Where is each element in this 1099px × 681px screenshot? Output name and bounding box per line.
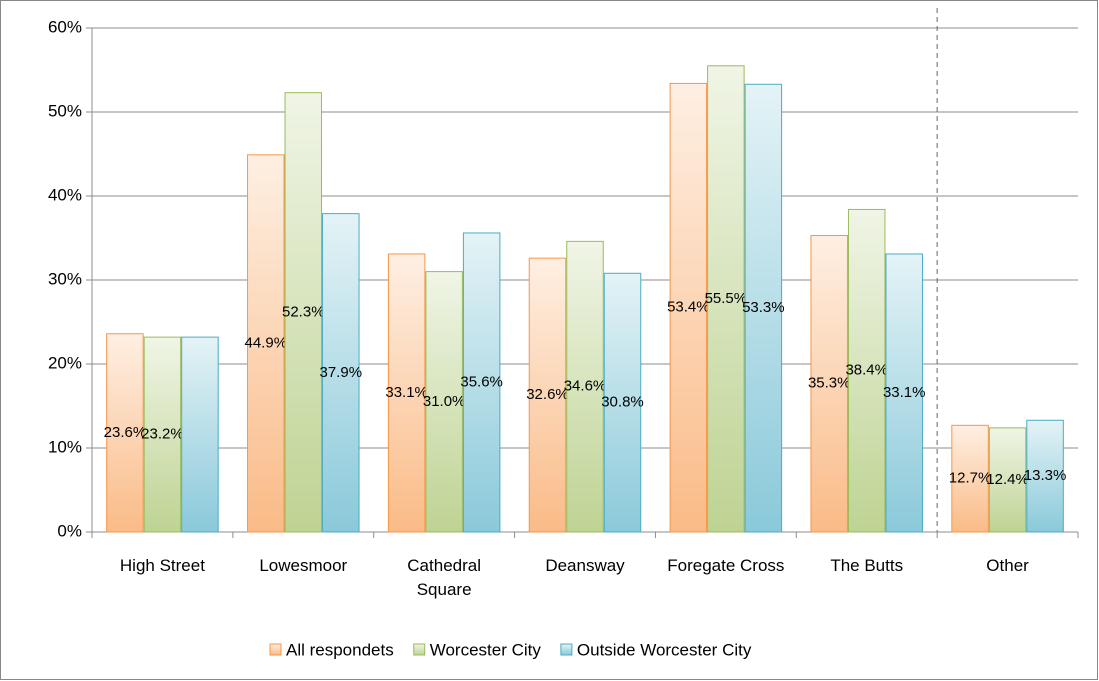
bar <box>387 253 426 533</box>
bar <box>143 336 182 533</box>
y-tick-label: 20% <box>48 353 82 372</box>
x-tick-label: Cathedral Square <box>407 556 481 599</box>
data-label: 52.3% <box>282 303 325 320</box>
data-label: 31.0% <box>423 393 466 410</box>
bar <box>322 213 360 533</box>
bar <box>951 424 989 533</box>
legend-label: All respondets <box>286 640 394 659</box>
legend-swatch <box>413 643 426 656</box>
x-tick-label: Deansway <box>545 556 625 575</box>
data-label: 13.3% <box>1024 467 1067 484</box>
legend-swatch <box>560 643 573 656</box>
data-label: 53.4% <box>667 299 710 316</box>
bar <box>885 253 923 533</box>
bar <box>603 272 642 533</box>
bar <box>847 208 886 533</box>
y-tick-label: 0% <box>57 521 82 540</box>
data-label: 23.2% <box>141 426 184 443</box>
data-label: 12.4% <box>986 471 1029 488</box>
x-tick-label: Other <box>986 556 1029 575</box>
data-label: 33.1% <box>883 384 926 401</box>
bar <box>744 83 783 533</box>
x-tick-label: Lowesmoor <box>259 556 348 575</box>
data-label: 30.8% <box>601 394 644 411</box>
data-label: 38.4% <box>845 362 888 379</box>
y-tick-label: 50% <box>48 101 82 120</box>
bar <box>425 271 463 533</box>
data-label: 35.3% <box>808 375 851 392</box>
data-label: 44.9% <box>245 334 288 351</box>
x-tick-label: Foregate Cross <box>667 556 785 575</box>
data-label: 23.6% <box>104 424 147 441</box>
y-tick-label: 10% <box>48 437 82 456</box>
bar <box>669 82 708 533</box>
bar <box>284 92 323 533</box>
data-label: 33.1% <box>385 384 428 401</box>
data-label: 34.6% <box>564 378 607 395</box>
legend-swatch <box>269 643 282 656</box>
x-tick-label: The Butts <box>830 556 904 575</box>
bar <box>566 240 604 533</box>
legend-label: Worcester City <box>430 640 542 659</box>
bar <box>1026 419 1064 533</box>
bar <box>106 333 144 533</box>
bar <box>810 234 848 533</box>
bar <box>181 336 219 533</box>
y-tick-label: 60% <box>48 17 82 36</box>
data-label: 32.6% <box>526 386 569 403</box>
data-label: 37.9% <box>320 364 363 381</box>
bar <box>528 257 567 533</box>
x-tick-label: High Street <box>119 556 205 575</box>
bar <box>988 427 1027 533</box>
bar <box>707 65 745 533</box>
data-label: 12.7% <box>949 470 992 487</box>
legend-label: Outside Worcester City <box>577 640 752 659</box>
data-label: 53.3% <box>742 299 785 316</box>
y-tick-label: 40% <box>48 185 82 204</box>
y-tick-label: 30% <box>48 269 82 288</box>
bar <box>462 232 501 533</box>
data-label: 55.5% <box>705 290 748 307</box>
data-label: 35.6% <box>460 373 503 390</box>
bar <box>247 154 285 533</box>
